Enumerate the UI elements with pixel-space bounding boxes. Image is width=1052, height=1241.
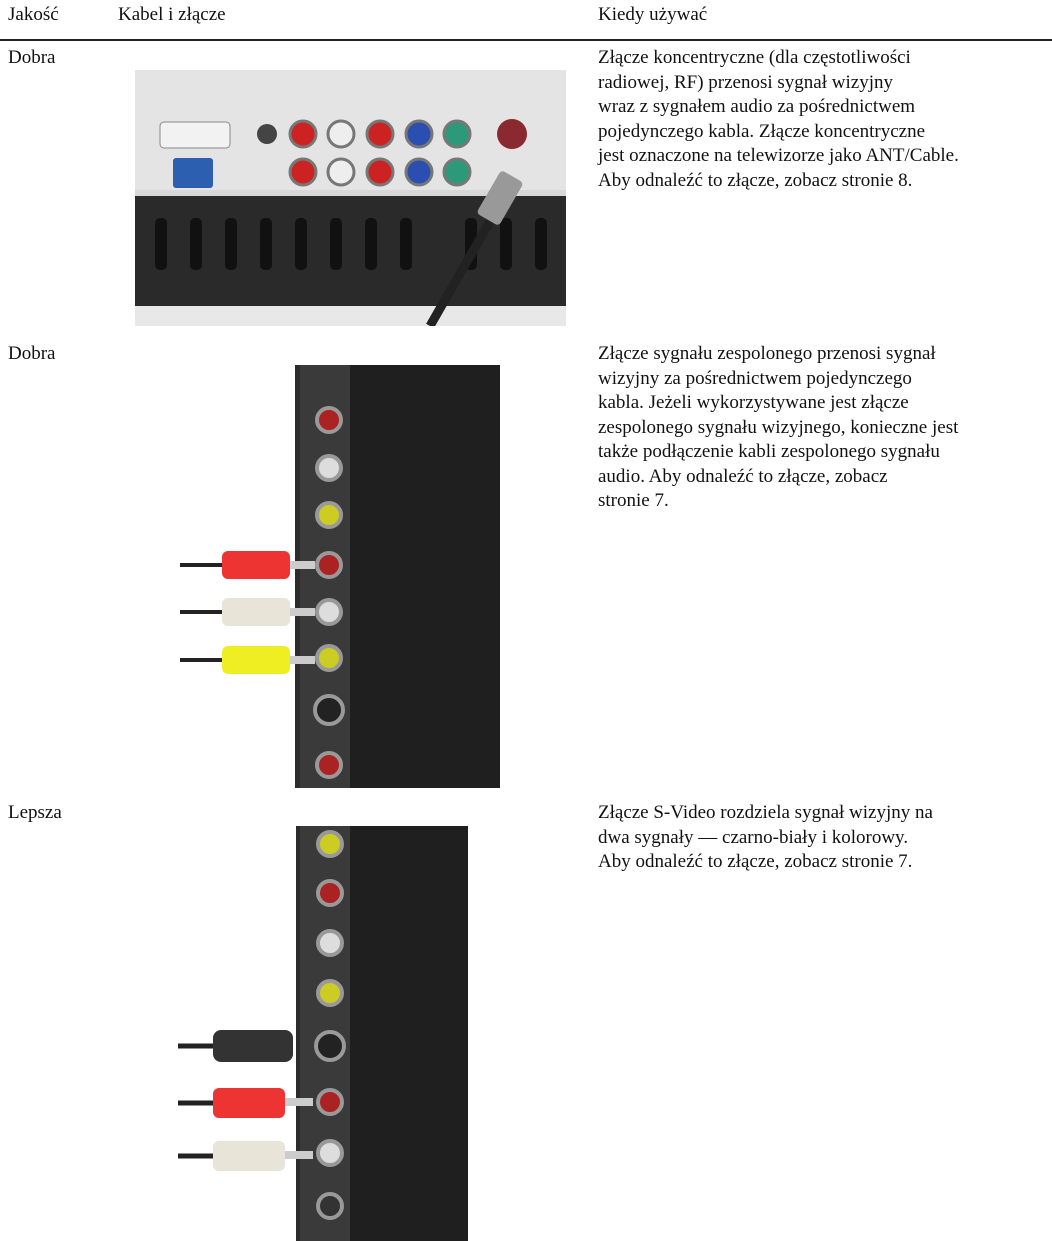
photo-detail — [316, 929, 344, 957]
photo-detail — [155, 218, 547, 270]
description-line: stronie 7. — [598, 490, 669, 511]
photo-detail — [290, 608, 315, 616]
photo-detail — [400, 218, 412, 270]
photo-detail — [285, 1151, 313, 1159]
description-line: także podłączenie kabli zespolonego sygn… — [598, 441, 940, 462]
photo-detail — [350, 365, 500, 788]
photo-detail — [442, 157, 472, 187]
description-line: wraz z sygnałem audio za pośrednictwem — [598, 96, 916, 117]
photo-detail — [285, 1098, 313, 1159]
photo-detail — [315, 644, 343, 672]
header-rule — [0, 39, 1052, 41]
photo-detail — [288, 119, 472, 187]
description-line: audio. Aby odnaleźć to złącze, zobacz — [598, 465, 888, 487]
description-line: zespolonego sygnału wizyjnego, konieczne… — [598, 416, 959, 438]
photo-detail — [225, 218, 237, 270]
photo-detail — [500, 218, 512, 270]
photo-detail — [135, 306, 566, 326]
photo-detail — [155, 218, 167, 270]
photo-detail — [213, 1030, 293, 1062]
quality: Dobra — [8, 47, 56, 68]
description: Złącze koncentryczne (dla częstotliwości… — [598, 46, 959, 193]
photo-detail — [159, 121, 231, 149]
photo-detail — [365, 157, 395, 187]
photo-detail — [315, 551, 343, 579]
description-line: jest oznaczone na telewizorze jako ANT/C… — [598, 145, 959, 166]
photo-detail — [404, 157, 434, 187]
photo-detail — [315, 406, 343, 434]
photo-detail — [316, 1088, 344, 1116]
photo-detail — [180, 563, 225, 662]
header-cell: Kabel i złącze — [118, 4, 226, 25]
photo-detail — [326, 119, 356, 149]
photo-coax — [135, 70, 566, 326]
photo-composite — [180, 365, 500, 788]
description-line: dwa sygnały — czarno-biały i kolorowy. — [598, 826, 909, 848]
photo-detail — [365, 218, 377, 270]
photo-detail — [365, 119, 395, 149]
description-line: Aby odnaleźć to złącze, zobacz stronie 7… — [598, 851, 913, 872]
photo-detail — [477, 171, 523, 225]
photo-detail — [315, 501, 343, 529]
description: Złącze sygnału zespolonego przenosi sygn… — [598, 342, 958, 514]
photo-detail — [257, 124, 277, 144]
photo-detail — [285, 1098, 313, 1106]
photo-detail — [213, 1088, 285, 1118]
description-line: radiowej, RF) przenosi sygnał wizyjny — [598, 71, 893, 93]
description-line: pojedynczego kabla. Złącze koncentryczne — [598, 120, 926, 142]
photo-detail — [315, 598, 343, 626]
photo-detail — [295, 218, 307, 270]
photo-detail — [316, 1139, 344, 1167]
photo-detail — [314, 830, 346, 1220]
photo-detail — [313, 694, 345, 726]
photo-detail — [222, 646, 290, 674]
photo-detail — [222, 551, 290, 579]
photo-detail — [330, 218, 342, 270]
photo-detail — [290, 656, 315, 664]
photo-detail — [290, 561, 315, 664]
photo-detail — [314, 1030, 346, 1062]
photo-detail — [178, 1043, 218, 1159]
description-line: Złącze sygnału zespolonego przenosi sygn… — [598, 343, 936, 364]
photo-detail — [316, 1192, 344, 1220]
description-line: Aby odnaleźć to złącze, zobacz stronie 8… — [598, 169, 913, 191]
description-line: Złącze S-Video rozdziela sygnał wizyjny … — [598, 802, 933, 823]
quality: Dobra — [8, 343, 56, 364]
header-cell: Kiedy używać — [598, 4, 708, 25]
photo-svideo — [178, 826, 468, 1241]
photo-detail — [222, 598, 290, 626]
photo-detail — [290, 561, 315, 569]
photo-detail — [213, 1141, 285, 1171]
photo-detail — [315, 454, 343, 482]
photo-detail — [288, 157, 318, 187]
photo-detail — [315, 751, 343, 779]
photo-detail — [535, 218, 547, 270]
photo-detail — [288, 119, 318, 149]
photo-detail — [316, 830, 344, 858]
header-cell: Jakość — [8, 4, 59, 25]
photo-detail — [316, 979, 344, 1007]
photo-detail — [404, 119, 434, 149]
photo-detail — [173, 158, 213, 188]
photo-detail — [313, 406, 345, 779]
photo-detail — [316, 879, 344, 907]
photo-detail — [190, 218, 202, 270]
quality: Lepsza — [8, 802, 62, 823]
photo-detail — [497, 119, 527, 149]
description: Złącze S-Video rozdziela sygnał wizyjny … — [598, 801, 933, 875]
description-line: Złącze koncentryczne (dla częstotliwości — [598, 47, 911, 68]
photo-detail — [350, 826, 468, 1241]
photo-detail — [260, 218, 272, 270]
description-line: kabla. Jeżeli wykorzystywane jest złącze — [598, 392, 909, 413]
photo-detail — [326, 157, 356, 187]
description-line: wizyjny za pośrednictwem pojedynczego — [598, 367, 912, 389]
photo-detail — [442, 119, 472, 149]
